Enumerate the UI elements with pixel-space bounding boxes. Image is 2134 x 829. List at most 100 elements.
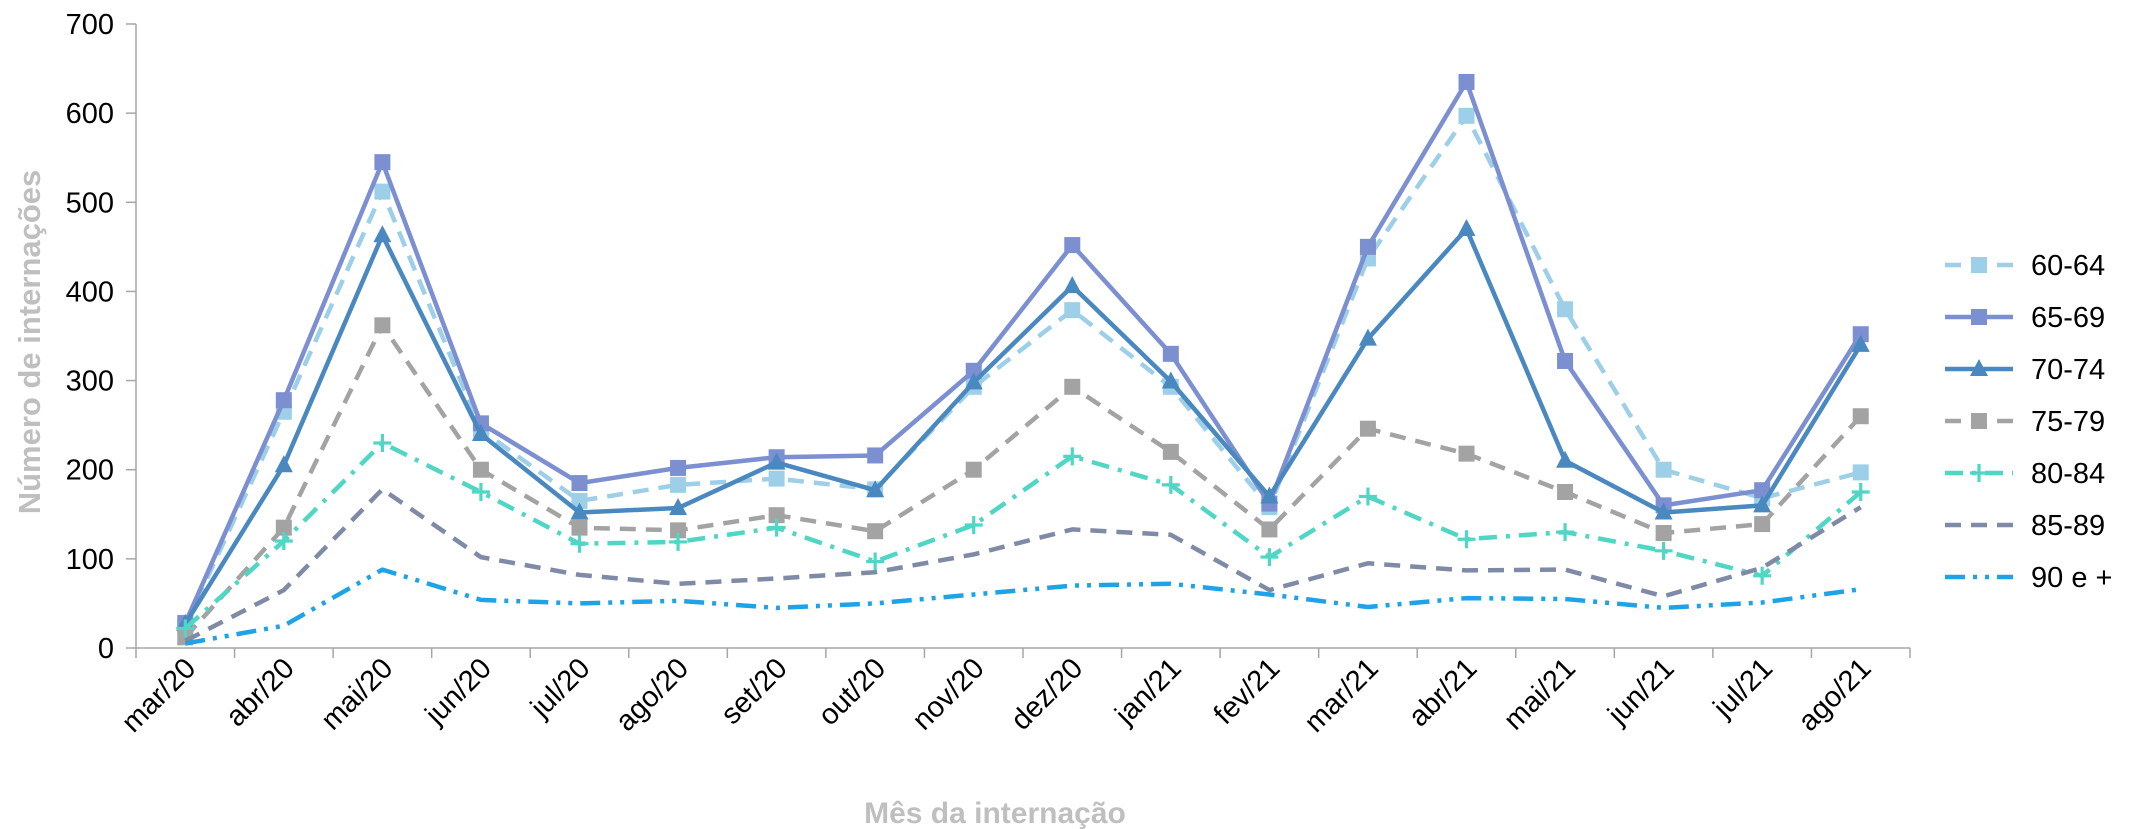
- x-tick-label: ago/21: [1792, 652, 1877, 737]
- legend: 60-64 65-69 70-74 75-79 80-84 85-89 90 e +: [1945, 250, 2112, 594]
- data-point: [570, 502, 589, 520]
- x-tick-label: abr/21: [1403, 652, 1484, 733]
- data-point: [1754, 482, 1771, 499]
- y-axis-title: Número de internações: [12, 170, 47, 515]
- data-point: [1458, 73, 1475, 90]
- data-point: [669, 532, 688, 551]
- data-point: [867, 523, 884, 540]
- data-point: [1754, 516, 1771, 533]
- y-tick-label: 300: [66, 366, 114, 398]
- data-point: [374, 183, 391, 200]
- data-point: [570, 534, 589, 553]
- data-point: [1557, 352, 1574, 369]
- data-point: [275, 392, 292, 409]
- data-point: [1458, 445, 1475, 462]
- x-tick-label: set/20: [715, 652, 793, 730]
- data-point: [1753, 566, 1772, 585]
- x-tick-label: jul/21: [1707, 652, 1779, 724]
- x-tick-label: dez/20: [1005, 652, 1089, 736]
- data-point: [965, 461, 982, 478]
- data-point: [670, 476, 687, 493]
- legend-item: 75-79: [1945, 406, 2105, 438]
- legend-item: 90 e +: [1945, 562, 2112, 594]
- data-point: [1457, 530, 1476, 549]
- series-line: [183, 226, 1863, 626]
- data-point: [1063, 447, 1082, 466]
- data-point: [1064, 378, 1081, 395]
- data-point: [1655, 461, 1672, 478]
- series-75-79: [177, 317, 1869, 646]
- y-tick-label: 200: [66, 455, 114, 487]
- series-layer: [176, 73, 1870, 646]
- series-line: [183, 79, 1863, 624]
- x-tick-label: ago/20: [610, 652, 695, 737]
- data-point: [768, 507, 785, 524]
- data-point: [1654, 502, 1673, 520]
- data-point: [374, 154, 391, 171]
- data-point: [1852, 326, 1869, 343]
- legend-label: 65-69: [2031, 302, 2105, 334]
- data-point: [669, 498, 688, 516]
- data-point: [1654, 541, 1673, 560]
- series-line: [184, 487, 1862, 643]
- series-85-89: [184, 487, 1862, 643]
- data-point: [275, 519, 292, 536]
- data-point: [1064, 302, 1081, 319]
- x-tick-label: jun/20: [419, 652, 498, 731]
- data-point: [965, 362, 982, 379]
- data-point: [670, 459, 687, 476]
- x-tick-label: mai/21: [1498, 652, 1582, 736]
- legend-marker: [1971, 257, 1987, 273]
- legend-item: 80-84: [1945, 458, 2105, 490]
- legend-marker: [1970, 464, 1988, 482]
- legend-marker: [1970, 359, 1988, 376]
- data-point: [1458, 107, 1475, 124]
- data-point: [1261, 521, 1278, 538]
- data-point: [274, 532, 293, 551]
- data-point: [964, 515, 983, 534]
- y-tick-label: 0: [98, 633, 114, 665]
- data-point: [373, 225, 392, 243]
- x-axis-title: Mês da internação: [864, 797, 1126, 829]
- series-80-84: [176, 433, 1870, 638]
- data-point: [571, 475, 588, 492]
- series-90eplus: [184, 567, 1862, 646]
- data-point: [1161, 475, 1180, 494]
- series-line: [183, 323, 1863, 639]
- x-tick-label: jul/20: [524, 652, 596, 724]
- data-point: [1556, 523, 1575, 542]
- data-point: [1358, 328, 1377, 346]
- data-point: [571, 492, 588, 509]
- data-point: [1260, 548, 1279, 567]
- data-point: [1063, 276, 1082, 294]
- legend-item: 60-64: [1945, 250, 2105, 282]
- legend-label: 85-89: [2031, 510, 2105, 542]
- legend-label: 75-79: [2031, 406, 2105, 438]
- data-point: [768, 470, 785, 487]
- data-point: [1162, 443, 1179, 460]
- data-point: [867, 447, 884, 464]
- data-point: [176, 619, 195, 638]
- legend-marker: [1971, 309, 1987, 325]
- x-tick-label: mar/20: [116, 652, 202, 738]
- y-tick-label: 500: [66, 187, 114, 219]
- data-point: [1359, 238, 1376, 255]
- data-point: [1753, 495, 1772, 513]
- data-point: [274, 455, 293, 473]
- x-tick-label: abr/20: [220, 652, 301, 733]
- data-point: [1557, 484, 1574, 500]
- legend-item: 65-69: [1945, 302, 2105, 334]
- legend-item: 85-89: [1945, 510, 2105, 542]
- series-line: [183, 440, 1863, 631]
- legend-label: 60-64: [2031, 250, 2105, 282]
- data-point: [472, 461, 489, 478]
- series-65-69: [177, 73, 1869, 632]
- data-point: [1851, 334, 1870, 352]
- data-point: [1162, 345, 1179, 362]
- data-point: [471, 483, 490, 501]
- data-point: [1557, 301, 1574, 318]
- data-point: [866, 480, 885, 498]
- series-60-64: [177, 107, 1869, 634]
- data-point: [1852, 408, 1869, 425]
- data-point: [767, 518, 786, 537]
